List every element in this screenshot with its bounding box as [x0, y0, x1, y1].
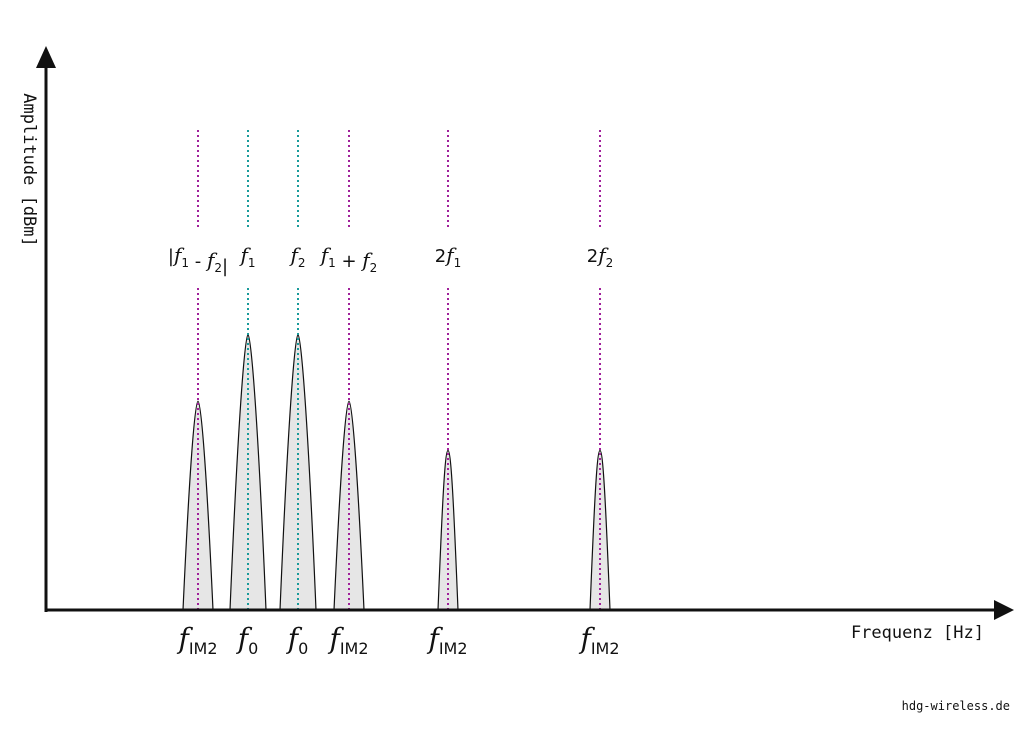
bottom-label-f2: f0 [286, 622, 309, 658]
bottom-label-h1: fIM2 [426, 622, 467, 658]
y-axis-label: Amplitude [dBm] [19, 93, 39, 247]
bottom-label-h2: fIM2 [578, 622, 619, 658]
peak-diff [182, 400, 214, 611]
peaks-layer [182, 333, 611, 611]
top-label-diff: |f1 - f2| [168, 243, 228, 277]
marker-lines-layer [197, 130, 601, 610]
bottom-label-diff: fIM2 [176, 622, 217, 658]
bottom-label-f1: f0 [236, 622, 259, 658]
peak-sum [333, 400, 365, 611]
y-axis-arrow-icon [36, 46, 56, 68]
top-label-f2: f2 [288, 243, 305, 270]
x-axis-arrow-icon [994, 600, 1014, 620]
peak-h2 [589, 449, 611, 611]
top-label-f1: f1 [238, 243, 255, 270]
bottom-label-sum: fIM2 [327, 622, 368, 658]
credit-text: hdg-wireless.de [902, 699, 1010, 713]
peak-h1 [437, 449, 459, 611]
top-label-h1: 2f1 [435, 243, 462, 270]
top-label-sum: f1 + f2 [319, 243, 378, 275]
x-axis-label: Frequenz [Hz] [851, 623, 984, 643]
top-label-h2: 2f2 [587, 243, 614, 270]
